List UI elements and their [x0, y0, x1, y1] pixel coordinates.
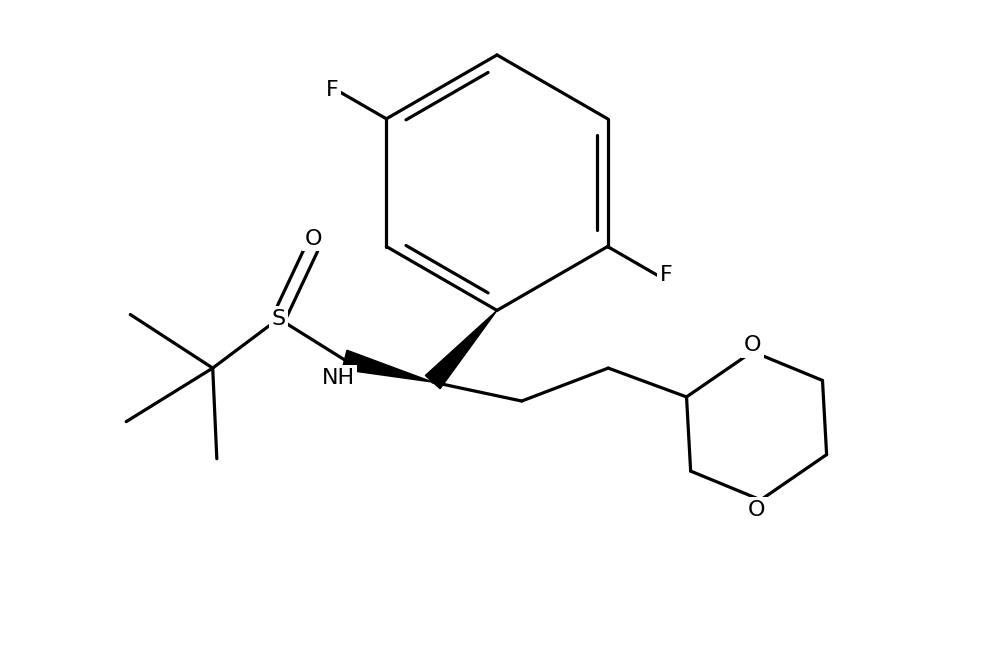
Text: NH: NH [321, 368, 355, 388]
Polygon shape [425, 310, 497, 389]
Text: F: F [659, 265, 672, 285]
Text: O: O [304, 228, 322, 249]
Text: O: O [747, 500, 765, 520]
Polygon shape [342, 350, 432, 382]
Text: F: F [326, 80, 339, 100]
Text: O: O [744, 335, 761, 355]
Text: S: S [271, 308, 285, 328]
